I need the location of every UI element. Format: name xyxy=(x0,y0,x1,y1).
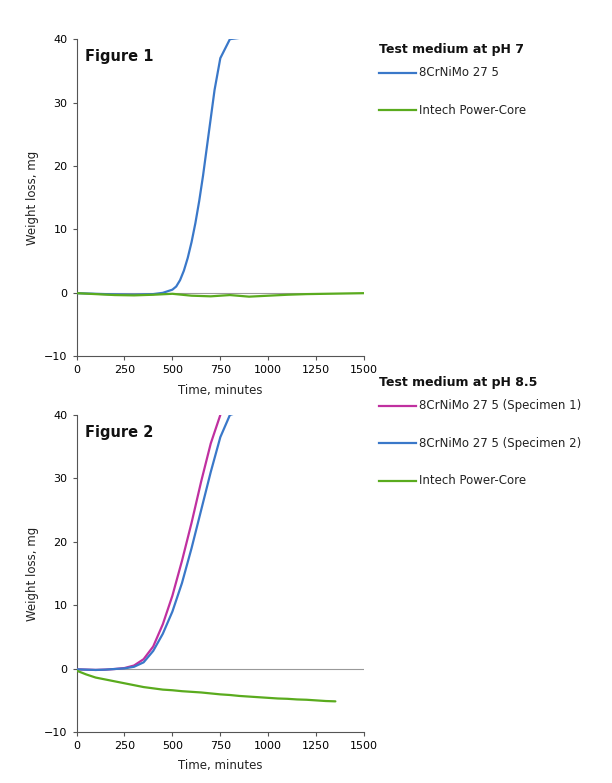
Text: Intech Power-Core: Intech Power-Core xyxy=(419,474,526,487)
Text: Figure 2: Figure 2 xyxy=(85,424,154,439)
Text: Intech Power-Core: Intech Power-Core xyxy=(419,104,526,117)
Y-axis label: Weight loss, mg: Weight loss, mg xyxy=(26,150,39,245)
Y-axis label: Weight loss, mg: Weight loss, mg xyxy=(26,526,39,621)
X-axis label: Time, minutes: Time, minutes xyxy=(178,384,263,397)
Text: Test medium at pH 8.5: Test medium at pH 8.5 xyxy=(379,376,538,389)
Text: 8CrNiMo 27 5 (Specimen 2): 8CrNiMo 27 5 (Specimen 2) xyxy=(419,437,581,449)
X-axis label: Time, minutes: Time, minutes xyxy=(178,760,263,773)
Text: Figure 1: Figure 1 xyxy=(85,49,154,63)
Text: Test medium at pH 7: Test medium at pH 7 xyxy=(379,43,524,56)
Text: 8CrNiMo 27 5 (Specimen 1): 8CrNiMo 27 5 (Specimen 1) xyxy=(419,399,581,412)
Text: 8CrNiMo 27 5: 8CrNiMo 27 5 xyxy=(419,67,499,79)
